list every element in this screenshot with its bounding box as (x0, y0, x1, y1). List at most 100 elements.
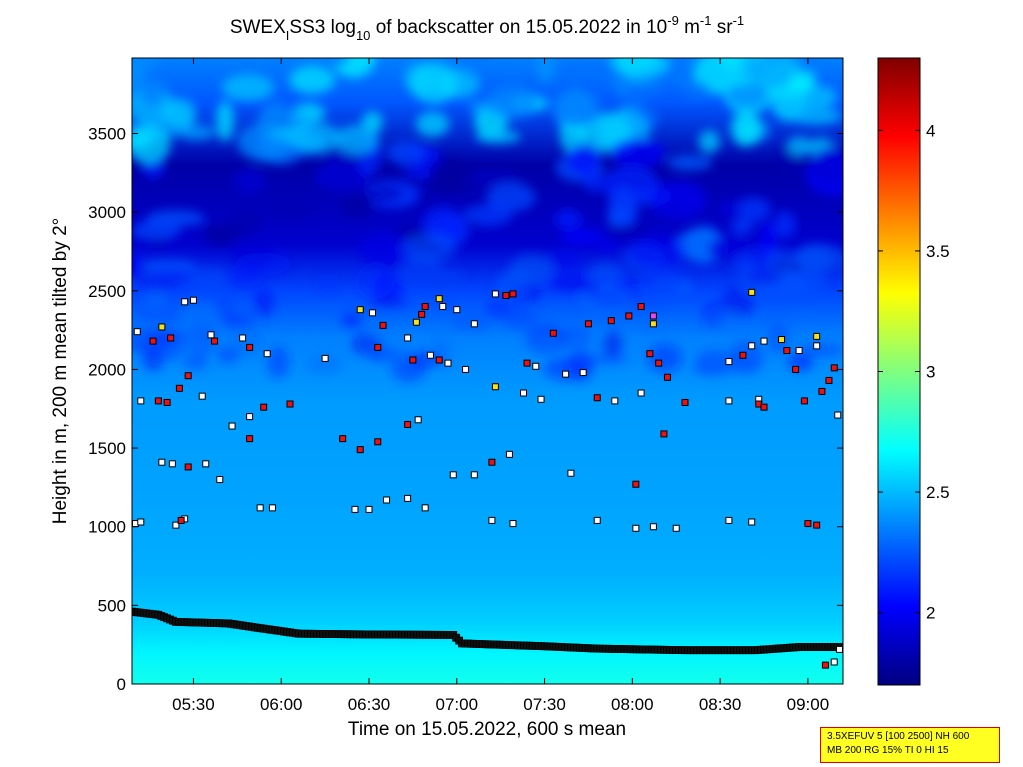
layer-point (663, 373, 671, 381)
x-tick-label: 09:00 (787, 695, 830, 714)
title-part: of backscatter on 15.05.2022 in 10 (370, 17, 667, 38)
colorbar-gradient (878, 58, 920, 685)
layer-point (365, 505, 373, 513)
texture-patch (560, 228, 603, 245)
layer-point (449, 471, 457, 479)
layer-point (228, 422, 236, 430)
texture-patch (496, 270, 529, 297)
texture-patch (178, 124, 216, 141)
layer-point (611, 397, 619, 405)
title-part: m (679, 17, 700, 38)
layer-point (163, 398, 171, 406)
layer-point (321, 354, 329, 362)
layer-point (172, 521, 180, 529)
info-line-1: 3.5XEFUV 5 [100 2500] NH 600 (827, 731, 970, 742)
texture-patch (368, 296, 409, 307)
layer-point (412, 318, 420, 326)
texture-patch (341, 192, 374, 219)
texture-patch (735, 197, 771, 223)
info-line-2: MB 200 RG 15% TI 0 HI 15 (827, 745, 949, 756)
y-tick-label: 2000 (88, 360, 126, 379)
texture-patch (221, 74, 274, 102)
texture-patch (465, 170, 522, 185)
colorbar-tick-label: 4 (926, 121, 935, 140)
texture-patch (730, 218, 754, 235)
layer-point (181, 298, 189, 306)
layer-point (537, 395, 545, 403)
x-tick-label: 08:00 (611, 695, 654, 714)
texture-patch (773, 210, 796, 239)
chart-title: SWEXISS3 log10 of backscatter on 15.05.2… (230, 13, 744, 43)
texture-patch (583, 170, 603, 192)
layer-point (830, 658, 838, 666)
layer-point (356, 306, 364, 314)
layer-point (725, 516, 733, 524)
texture-patch (698, 130, 721, 153)
layer-point (470, 320, 478, 328)
layer-point (748, 518, 756, 526)
layer-point (637, 303, 645, 311)
texture-patch (334, 124, 379, 155)
layer-point (830, 364, 838, 372)
texture-patch (795, 85, 837, 109)
texture-patch (434, 269, 465, 282)
layer-point (646, 350, 654, 358)
layer-point (211, 337, 219, 345)
layer-point (607, 317, 615, 325)
layer-point (246, 435, 254, 443)
y-axis: 0 500 1000 1500 2000 2500 3000 3500 (88, 124, 843, 694)
texture-patch (233, 168, 266, 194)
layer-point (509, 290, 517, 298)
layer-point (137, 518, 145, 526)
texture-patch (410, 62, 459, 104)
x-tick-label: 07:00 (436, 695, 479, 714)
y-tick-label: 1000 (88, 518, 126, 537)
texture-patch (796, 58, 817, 75)
layer-point (584, 320, 592, 328)
layer-point (239, 334, 247, 342)
layer-point (158, 458, 166, 466)
texture-patch (610, 138, 666, 169)
layer-point (818, 387, 826, 395)
texture-patch (486, 85, 538, 120)
texture-patch (666, 154, 713, 171)
texture-patch (224, 265, 264, 287)
texture-patch (387, 140, 426, 166)
layer-point (374, 438, 382, 446)
layer-point (263, 350, 271, 358)
y-tick-label: 2500 (88, 282, 126, 301)
layer-point (760, 403, 768, 411)
texture-patch (383, 342, 412, 362)
layer-point (260, 403, 268, 411)
texture-patch (579, 284, 633, 317)
layer-point (800, 397, 808, 405)
layer-point (813, 332, 821, 340)
layer-point (625, 312, 633, 320)
texture-patch (630, 235, 685, 268)
layer-point (672, 524, 680, 532)
data-marks (132, 288, 843, 669)
texture-patch (624, 83, 646, 116)
plot-area: 05:30 06:00 06:30 07:00 07:30 08:00 08:30 09:00… (88, 57, 844, 714)
texture-patch (231, 206, 263, 240)
texture-patch (666, 58, 691, 72)
texture-patch (790, 107, 842, 125)
texture-patch (178, 301, 223, 331)
y-tick-label: 3500 (88, 124, 126, 143)
layer-point (523, 359, 531, 367)
texture-patch (554, 209, 582, 230)
backscatter-texture (132, 58, 843, 383)
layer-point (804, 520, 812, 528)
texture-patch (374, 273, 404, 301)
layer-point (579, 369, 587, 377)
layer-point (725, 397, 733, 405)
layer-point (813, 521, 821, 529)
layer-point (133, 328, 141, 336)
texture-patch (607, 223, 652, 237)
layer-point (418, 310, 426, 318)
texture-patch (708, 311, 742, 331)
texture-patch (269, 127, 305, 140)
texture-patch (415, 111, 450, 137)
layer-point (509, 520, 517, 528)
layer-point (660, 430, 668, 438)
